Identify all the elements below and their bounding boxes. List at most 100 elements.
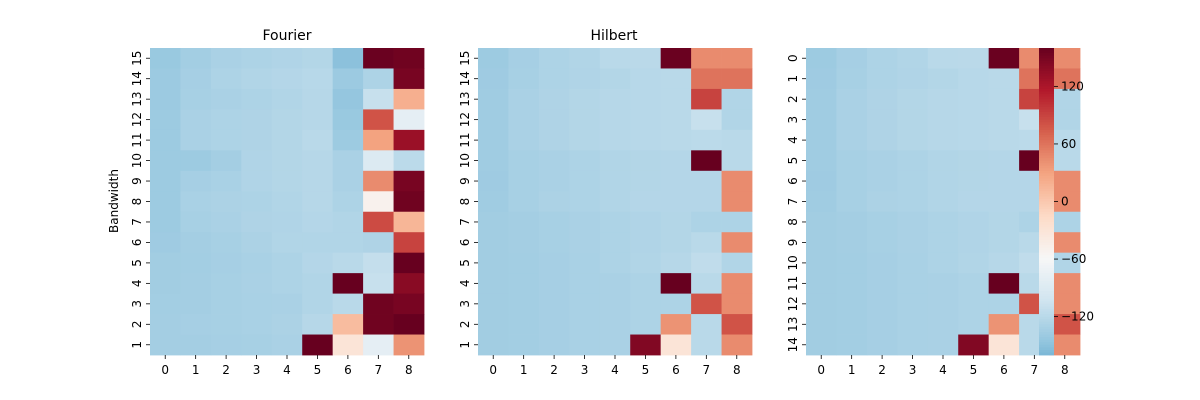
colorbar-segment: [1039, 124, 1054, 128]
colorbar-segment: [1039, 129, 1054, 133]
heatmap-cell: [241, 273, 273, 294]
y-tick-label: 7: [786, 198, 800, 206]
x-tick-label: 8: [733, 363, 741, 377]
heatmap-cell: [691, 170, 722, 192]
colorbar-tick-label: 60: [1061, 137, 1076, 151]
colorbar-segment: [1039, 50, 1054, 54]
colorbar-segment: [1039, 86, 1054, 90]
heatmap-cell: [332, 129, 364, 151]
y-tick-label: 4: [458, 280, 472, 288]
y-tick-label: 6: [458, 239, 472, 247]
heatmap-cell: [393, 334, 425, 356]
colorbar-segment: [1039, 314, 1054, 318]
heatmap-cell: [271, 293, 303, 315]
colorbar-segment: [1039, 321, 1054, 325]
heatmap-cell: [393, 170, 425, 192]
heatmap-cell: [363, 211, 394, 233]
heatmap-cell: [150, 293, 181, 315]
heatmap-cell: [897, 273, 929, 294]
colorbar-segment: [1039, 252, 1054, 256]
heatmap-cell: [897, 68, 929, 90]
heatmap-cell: [332, 273, 364, 294]
heatmap-cell: [332, 109, 364, 131]
heatmap-cell: [866, 232, 898, 254]
colorbar-segment: [1039, 239, 1054, 243]
heatmap-cell: [241, 48, 273, 69]
heatmap-cell: [241, 88, 273, 110]
heatmap-cell: [691, 211, 722, 233]
heatmap-cell: [180, 273, 212, 294]
y-tick-label: 14: [458, 71, 472, 86]
heatmap-cell: [806, 211, 837, 233]
heatmap-cell: [508, 252, 540, 274]
heatmap-cell: [332, 170, 364, 192]
heatmap-cell: [630, 48, 662, 69]
colorbar-tick-label: 0: [1061, 195, 1069, 209]
heatmap-cell: [988, 191, 1020, 213]
heatmap-cell: [988, 314, 1020, 335]
colorbar-segment: [1039, 331, 1054, 335]
heatmap-cell: [241, 232, 273, 254]
heatmap-cell: [332, 334, 364, 356]
heatmap-cell: [478, 88, 509, 110]
heatmap-cell: [150, 129, 181, 151]
y-tick-label: 12: [130, 112, 144, 127]
colorbar-segment: [1039, 163, 1054, 167]
heatmap-cell: [478, 314, 509, 335]
colorbar-segment: [1039, 55, 1054, 59]
heatmap-cell: [806, 68, 837, 90]
heatmap-cell: [180, 129, 212, 151]
heatmap-cell: [660, 109, 692, 131]
colorbar-segment: [1039, 81, 1054, 85]
heatmap-cell: [363, 88, 394, 110]
colorbar-segment: [1039, 329, 1054, 333]
colorbar-segment: [1039, 191, 1054, 195]
heatmap-cell: [241, 129, 273, 151]
x-tick-label: 7: [1031, 363, 1039, 377]
heatmap-cell: [150, 191, 181, 213]
heatmap-cell: [691, 252, 722, 274]
x-tick-label: 0: [161, 363, 169, 377]
heatmap-cell: [660, 273, 692, 294]
heatmap-cell: [958, 232, 990, 254]
heatmap-cell: [538, 88, 570, 110]
x-tick-label: 2: [550, 363, 558, 377]
y-tick-label: 6: [786, 177, 800, 185]
heatmap-cell: [988, 293, 1020, 315]
heatmap-cell: [302, 191, 334, 213]
heatmap-cell: [332, 252, 364, 274]
heatmap-cell: [958, 68, 990, 90]
heatmap-cell: [897, 211, 929, 233]
heatmap-cell: [508, 170, 540, 192]
colorbar-segment: [1039, 106, 1054, 110]
heatmap-cell: [866, 314, 898, 335]
heatmap-cell: [332, 68, 364, 90]
heatmap-cell: [836, 293, 868, 315]
heatmap-cell: [599, 293, 631, 315]
heatmap-cell: [332, 150, 364, 172]
heatmap-cell: [958, 252, 990, 274]
heatmap-cell: [302, 129, 334, 151]
heatmap-cell: [897, 293, 929, 315]
heatmap-cell: [1049, 191, 1081, 213]
heatmap-cell: [180, 232, 212, 254]
colorbar-segment: [1039, 137, 1054, 141]
heatmap-cell: [393, 150, 425, 172]
heatmap-cell: [630, 252, 662, 274]
heatmap-cell: [538, 293, 570, 315]
heatmap-cell: [332, 48, 364, 69]
colorbar-segment: [1039, 181, 1054, 184]
heatmap-cell: [150, 48, 181, 69]
heatmap-cell: [569, 314, 601, 335]
heatmap-cell: [660, 129, 692, 151]
heatmap-cell: [363, 273, 394, 294]
heatmap-cell: [721, 252, 753, 274]
y-tick-label: 5: [130, 259, 144, 267]
y-tick-label: 2: [130, 320, 144, 328]
heatmap-cell: [630, 273, 662, 294]
heatmap-cell: [332, 232, 364, 254]
heatmap-cell: [180, 252, 212, 274]
y-tick-label: 8: [130, 198, 144, 206]
heatmap-cell: [210, 88, 242, 110]
